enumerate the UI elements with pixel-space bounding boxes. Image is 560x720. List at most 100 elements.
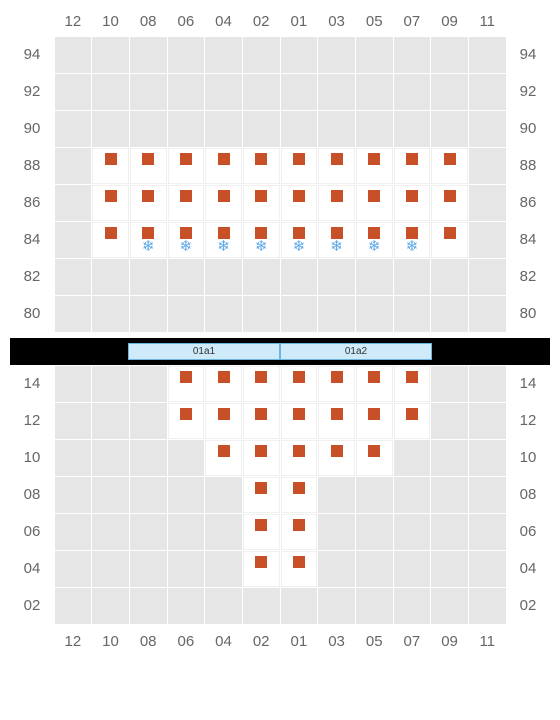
seat-cell[interactable] [431,222,468,258]
seat-cell[interactable]: ❄ [130,222,167,258]
seat-cell [55,74,92,110]
seat-cell [92,588,129,624]
column-label: 03 [318,633,356,650]
seat-cell[interactable] [318,148,355,184]
seat-cell[interactable] [168,403,205,439]
seat-cell[interactable] [431,185,468,221]
seat-cell [168,440,205,476]
seat-cell [431,403,468,439]
seat-cell[interactable] [318,185,355,221]
seat-cell[interactable] [205,148,242,184]
seat-cell[interactable] [394,185,431,221]
seat-cell[interactable] [281,551,318,587]
seat-cell[interactable] [356,148,393,184]
seat-cell[interactable] [281,148,318,184]
seat-cell[interactable] [92,222,129,258]
seat-cell [469,111,506,147]
seat-cell[interactable] [130,185,167,221]
seat-cell[interactable] [243,477,280,513]
column-label: 10 [92,633,130,650]
column-label: 07 [393,13,431,30]
seat-cell[interactable]: ❄ [205,222,242,258]
seat-cell[interactable]: ❄ [168,222,205,258]
seat-cell[interactable] [431,148,468,184]
seat-cell [130,477,167,513]
seat-cell[interactable] [168,148,205,184]
seat-cell[interactable] [92,185,129,221]
row-label-left: 12 [10,412,54,429]
seat-cell[interactable] [243,514,280,550]
seat-cell[interactable] [168,366,205,402]
snowflake-icon: ❄ [406,239,419,254]
seat-cell[interactable] [243,440,280,476]
seat-cell [92,551,129,587]
column-label: 05 [355,13,393,30]
grid-row: 8888 [10,147,550,184]
seat-cell [318,514,355,550]
seat-cell [55,296,92,332]
column-label: 09 [431,13,469,30]
seat-cell [130,588,167,624]
seat-cell[interactable] [356,403,393,439]
seat-cell[interactable] [281,403,318,439]
seat-cell [243,111,280,147]
seat-cell[interactable] [243,366,280,402]
seat-cell[interactable] [205,403,242,439]
seat-cell [205,296,242,332]
seat-cell[interactable] [205,440,242,476]
row-label-right: 82 [506,268,550,285]
seat-cell[interactable] [130,148,167,184]
seat-cell[interactable] [281,185,318,221]
seat-cell[interactable] [281,477,318,513]
seat-cell[interactable] [318,366,355,402]
seat-cell [431,37,468,73]
seat-cell [130,514,167,550]
seat-cell [431,551,468,587]
seat-cell[interactable] [92,148,129,184]
seat-cell [356,111,393,147]
row-label-right: 90 [506,120,550,137]
seat-cell[interactable] [243,148,280,184]
row-label-right: 10 [506,449,550,466]
seat-cell [469,403,506,439]
grid-row: 0202 [10,587,550,624]
seat-cell[interactable]: ❄ [243,222,280,258]
seat-cell[interactable] [243,403,280,439]
seat-cell[interactable] [205,185,242,221]
seat-cell[interactable]: ❄ [318,222,355,258]
seat-cell [92,259,129,295]
seat-cell [356,588,393,624]
seat-cell [469,296,506,332]
seat-cell[interactable] [394,403,431,439]
seat-cell[interactable] [394,366,431,402]
snowflake-icon: ❄ [330,239,343,254]
seat-cell [356,259,393,295]
seat-cell[interactable]: ❄ [281,222,318,258]
grid-row: 8282 [10,258,550,295]
seat-cell[interactable] [318,403,355,439]
grid-row: 0606 [10,513,550,550]
seat-cell [55,403,92,439]
seat-cell[interactable] [243,185,280,221]
seat-cell [243,37,280,73]
seat-cell[interactable] [243,551,280,587]
seat-cell[interactable] [356,440,393,476]
seat-cell [92,111,129,147]
seat-cell[interactable] [168,185,205,221]
seat-cell[interactable] [205,366,242,402]
seat-cell [205,111,242,147]
seat-cell[interactable] [281,366,318,402]
seat-cell[interactable]: ❄ [356,222,393,258]
grid-row: 1212 [10,402,550,439]
seat-cell[interactable] [318,440,355,476]
seat-cell[interactable] [281,440,318,476]
snowflake-icon: ❄ [368,239,381,254]
seat-cell[interactable] [281,514,318,550]
seat-cell[interactable] [394,148,431,184]
seat-cell[interactable] [356,185,393,221]
seat-cell[interactable] [356,366,393,402]
seat-cell[interactable]: ❄ [394,222,431,258]
column-labels: 121008060402010305070911 [54,10,506,32]
seat-cell [318,259,355,295]
seat-cell [281,37,318,73]
